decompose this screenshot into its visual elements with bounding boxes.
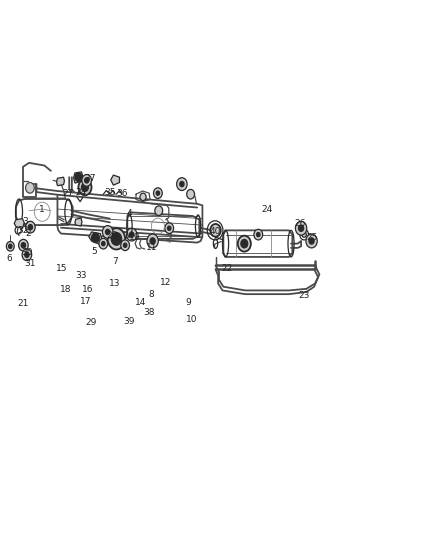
Text: 29: 29 <box>85 318 97 327</box>
Circle shape <box>140 193 146 200</box>
Circle shape <box>21 243 25 248</box>
Text: 33: 33 <box>75 271 86 280</box>
Text: 40: 40 <box>210 228 221 237</box>
Text: 21: 21 <box>18 299 29 308</box>
Circle shape <box>75 173 82 181</box>
Circle shape <box>85 177 89 183</box>
Circle shape <box>210 224 221 237</box>
Circle shape <box>165 223 173 233</box>
Circle shape <box>92 233 99 243</box>
Circle shape <box>82 174 92 186</box>
Circle shape <box>150 238 155 244</box>
Text: 32: 32 <box>17 226 28 235</box>
Circle shape <box>177 177 187 190</box>
Circle shape <box>25 182 34 193</box>
Polygon shape <box>14 219 24 228</box>
Circle shape <box>155 206 162 215</box>
Circle shape <box>156 191 159 195</box>
Text: 14: 14 <box>135 298 146 307</box>
Circle shape <box>302 232 306 237</box>
Text: 35: 35 <box>104 188 116 197</box>
Text: 16: 16 <box>82 285 94 294</box>
Polygon shape <box>74 172 83 183</box>
Circle shape <box>238 236 251 252</box>
Circle shape <box>187 189 194 199</box>
Circle shape <box>111 232 122 245</box>
Text: 22: 22 <box>221 264 233 272</box>
Text: 9: 9 <box>186 298 191 307</box>
Text: 6: 6 <box>7 254 12 263</box>
Text: 25: 25 <box>306 233 317 242</box>
Circle shape <box>295 221 307 235</box>
Text: 2: 2 <box>25 229 31 238</box>
Polygon shape <box>57 177 64 185</box>
Text: 19: 19 <box>129 233 141 242</box>
Text: 7: 7 <box>112 257 118 265</box>
Text: 30: 30 <box>21 248 33 257</box>
Polygon shape <box>89 232 102 244</box>
Circle shape <box>9 244 12 248</box>
Circle shape <box>99 238 108 249</box>
Polygon shape <box>111 175 120 185</box>
Circle shape <box>25 221 35 233</box>
Text: 39: 39 <box>123 317 134 326</box>
Circle shape <box>25 252 29 257</box>
Circle shape <box>147 234 158 248</box>
Circle shape <box>306 234 317 248</box>
Text: 18: 18 <box>60 285 71 294</box>
Text: 17: 17 <box>80 296 92 305</box>
Text: 5: 5 <box>92 247 97 256</box>
Text: 26: 26 <box>294 220 305 229</box>
Text: 38: 38 <box>143 308 155 317</box>
Circle shape <box>22 249 32 261</box>
Text: 3: 3 <box>22 217 28 226</box>
Circle shape <box>127 228 137 241</box>
Text: 8: 8 <box>148 289 154 298</box>
Circle shape <box>298 225 304 231</box>
Text: 37: 37 <box>85 174 96 183</box>
Text: 13: 13 <box>110 279 121 288</box>
Text: 31: 31 <box>24 260 36 268</box>
Text: 15: 15 <box>56 264 67 273</box>
Circle shape <box>241 239 248 248</box>
Circle shape <box>257 232 260 237</box>
Circle shape <box>254 229 263 240</box>
Circle shape <box>78 179 92 195</box>
Text: 27: 27 <box>63 189 74 198</box>
Text: 1: 1 <box>39 205 45 214</box>
Circle shape <box>130 232 134 237</box>
Circle shape <box>180 181 184 187</box>
Circle shape <box>102 225 113 238</box>
Circle shape <box>102 241 105 246</box>
Circle shape <box>7 241 14 251</box>
Circle shape <box>124 243 127 247</box>
Text: 4: 4 <box>127 209 132 218</box>
Circle shape <box>121 240 130 251</box>
Circle shape <box>28 224 32 230</box>
Circle shape <box>18 239 28 251</box>
Text: 36: 36 <box>117 189 128 198</box>
Polygon shape <box>75 218 82 226</box>
Text: 24: 24 <box>261 205 272 214</box>
Text: 12: 12 <box>160 278 171 287</box>
Circle shape <box>108 228 125 249</box>
Text: 20: 20 <box>106 231 118 240</box>
Circle shape <box>81 183 88 191</box>
Circle shape <box>153 188 162 198</box>
Text: 23: 23 <box>298 291 310 300</box>
Circle shape <box>167 226 171 230</box>
Text: 34: 34 <box>76 188 87 197</box>
Text: 10: 10 <box>186 315 197 324</box>
Text: 11: 11 <box>145 244 157 253</box>
Circle shape <box>106 229 110 235</box>
Circle shape <box>309 238 314 244</box>
